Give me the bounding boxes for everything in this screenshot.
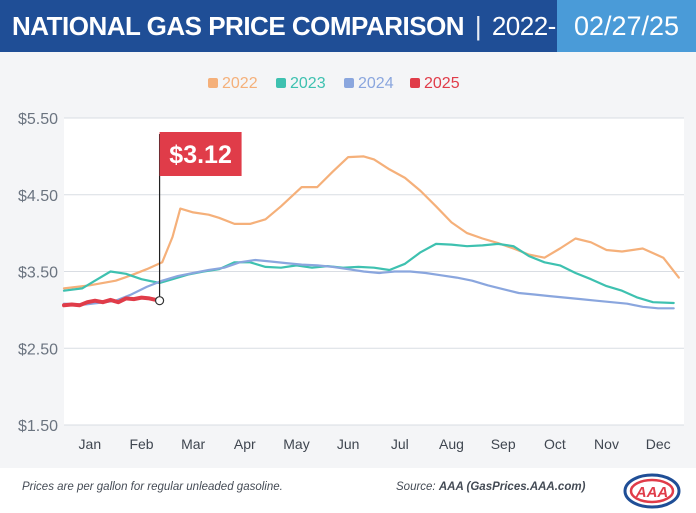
x-tick-label: Apr bbox=[234, 436, 256, 452]
legend-swatch bbox=[208, 78, 218, 88]
x-tick-label: Dec bbox=[646, 436, 671, 452]
x-tick-label: Oct bbox=[544, 436, 566, 452]
line-chart: $1.50 $2.50 $3.50 $4.50 $5.50 Jan Feb Mar Apr May… bbox=[18, 75, 684, 452]
date-badge: 02/27/25 bbox=[557, 0, 696, 52]
x-tick-label: Aug bbox=[439, 436, 464, 452]
series-line-2022 bbox=[62, 155, 680, 290]
title-main: NATIONAL GAS PRICE COMPARISON bbox=[12, 11, 465, 41]
footnote: Prices are per gallon for regular unlead… bbox=[22, 481, 283, 493]
legend-swatch bbox=[276, 78, 286, 88]
x-tick-label: Mar bbox=[181, 436, 205, 452]
legend-label: 2022 bbox=[222, 75, 258, 92]
callout-label: $3.12 bbox=[169, 141, 232, 169]
page-title: NATIONAL GAS PRICE COMPARISON | 2022-202… bbox=[12, 0, 612, 52]
x-tick-label: Jul bbox=[391, 436, 409, 452]
aaa-logo-text: AAA bbox=[635, 484, 669, 501]
aaa-logo: AAA bbox=[623, 473, 681, 509]
x-tick-label: Nov bbox=[594, 436, 619, 452]
header-bar: NATIONAL GAS PRICE COMPARISON | 2022-202… bbox=[0, 0, 696, 52]
title-separator: | bbox=[474, 11, 482, 41]
y-tick-label: $2.50 bbox=[18, 341, 58, 358]
y-tick-label: $4.50 bbox=[18, 188, 58, 205]
source-name: AAA (GasPrices.AAA.com) bbox=[438, 481, 586, 493]
legend-swatch bbox=[410, 78, 420, 88]
footer: Prices are per gallon for regular unlead… bbox=[0, 468, 696, 513]
x-tick-label: Jun bbox=[337, 436, 360, 452]
legend-label: 2023 bbox=[290, 75, 326, 92]
source-prefix: Source: bbox=[396, 481, 436, 493]
source-credit: Source: AAA (GasPrices.AAA.com) bbox=[396, 481, 585, 493]
y-tick-label: $5.50 bbox=[18, 111, 58, 128]
callout-point bbox=[154, 296, 165, 306]
y-tick-label: $3.50 bbox=[18, 265, 58, 282]
x-tick-label: Jan bbox=[79, 436, 102, 452]
y-tick-label: $1.50 bbox=[18, 418, 58, 435]
series-line-2023 bbox=[62, 242, 675, 305]
series-line-2025 bbox=[62, 295, 162, 308]
legend-label: 2024 bbox=[358, 75, 394, 92]
legend-label: 2025 bbox=[424, 75, 460, 92]
x-tick-label: Feb bbox=[129, 436, 153, 452]
callout-flag bbox=[159, 132, 242, 176]
series-line-2024 bbox=[62, 258, 675, 310]
x-tick-label: Sep bbox=[491, 436, 516, 452]
x-tick-label: May bbox=[283, 436, 309, 452]
legend-swatch bbox=[344, 78, 354, 88]
chart-panel: $1.50 $2.50 $3.50 $4.50 $5.50 Jan Feb Mar Apr May… bbox=[0, 52, 696, 468]
